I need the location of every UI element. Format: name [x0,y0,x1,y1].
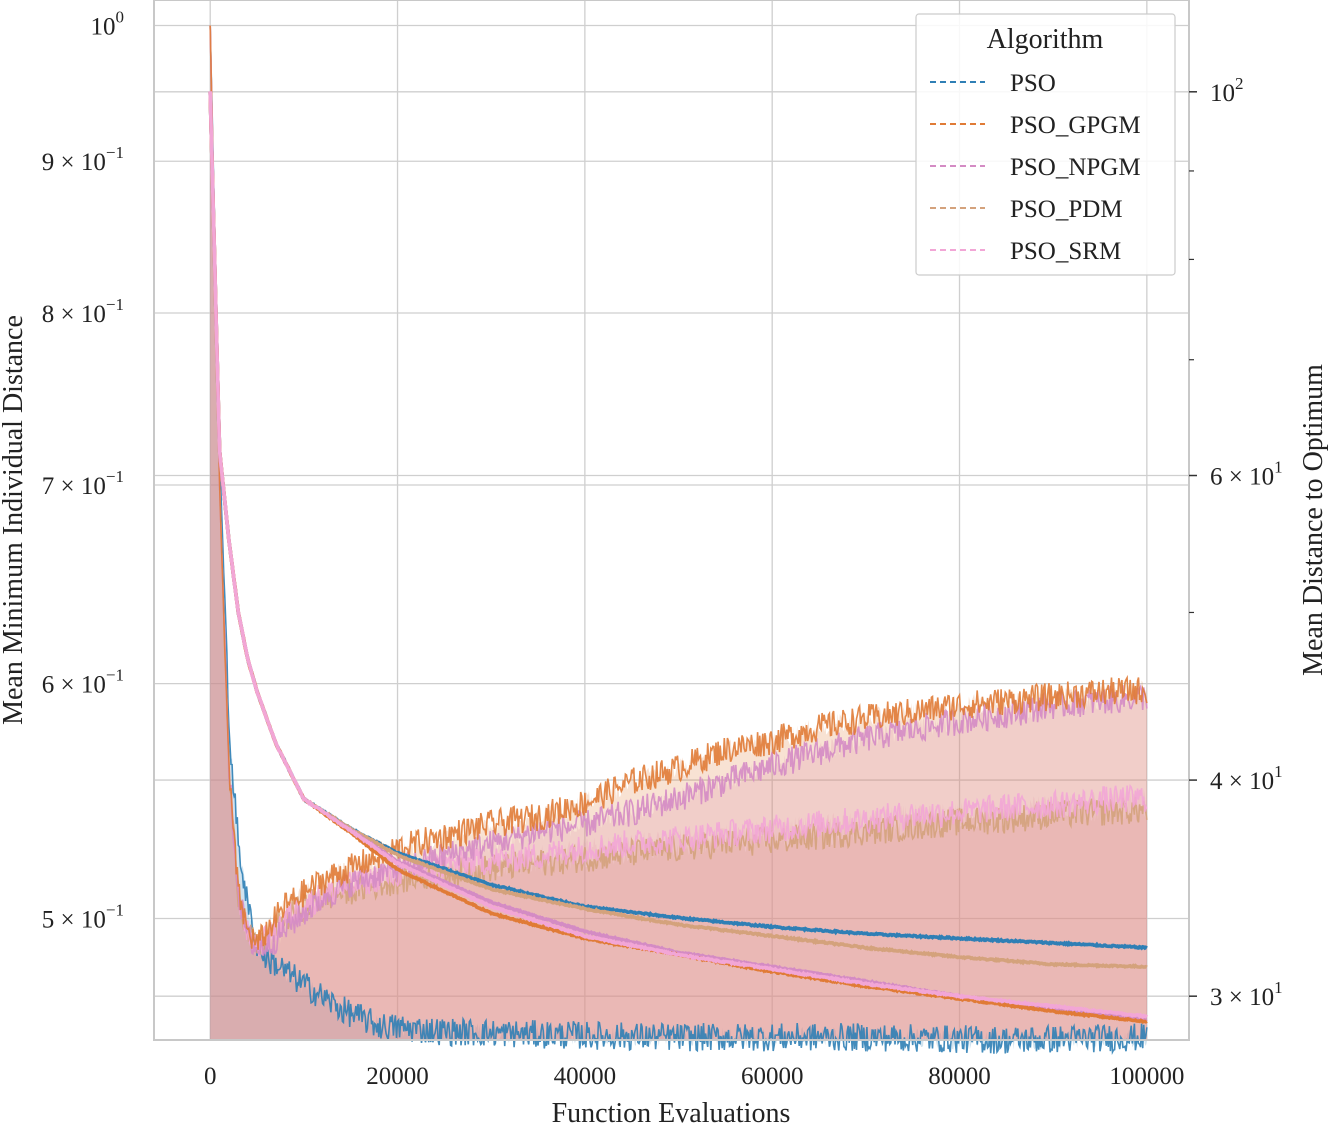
legend-title: Algorithm [987,24,1104,55]
x-tick-label: 40000 [554,1063,617,1090]
diversity-line-pso_srm [209,25,1148,957]
right-y-axis-title: Mean Distance to Optimum [1298,364,1329,676]
legend-label: PSO_NPGM [1010,154,1141,181]
legend-items: PSO PSO_GPGM PSO_NPGM PSO_PDM PSO_SRM [930,70,1141,265]
legend-entry-pso_pdm: PSO_PDM [930,196,1123,223]
legend-label: PSO [1010,70,1056,97]
left-y-tick-label: 5 × 10−1 [42,900,124,933]
right-y-axis: 102 6 × 101 4 × 101 3 × 101 [1189,74,1283,1011]
right-y-tick-label: 4 × 101 [1210,762,1283,795]
left-y-tick-label: 8 × 10−1 [42,295,124,328]
legend: Algorithm PSO PSO_GPGM PSO_NPGM PSO_PDM PSO_… [915,13,1176,276]
left-y-tick-label: 6 × 10−1 [42,666,124,699]
diversity-line-pso_npgm [209,25,1148,956]
right-y-tick-label: 3 × 101 [1210,978,1283,1011]
legend-entry-pso_npgm: PSO_NPGM [930,154,1141,181]
legend-box [915,13,1176,276]
legend-entry-pso_gpgm: PSO_GPGM [930,112,1141,139]
x-tick-label: 0 [204,1063,217,1090]
x-tick-label: 60000 [741,1063,804,1090]
distance-line-pso_srm [208,91,1149,1020]
right-y-tick-label: 6 × 101 [1210,458,1283,491]
left-y-tick-label: 7 × 10−1 [42,467,124,500]
legend-label: PSO_SRM [1010,238,1121,265]
x-tick-label: 80000 [928,1063,991,1090]
x-axis-title: Function Evaluations [552,1098,791,1129]
legend-entry-pso_srm: PSO_SRM [930,238,1121,265]
distance-line-pso_pdm [208,92,1148,970]
legend-label: PSO_GPGM [1010,112,1141,139]
left-y-tick-label: 9 × 10−1 [42,143,124,176]
x-axis: 0 20000 40000 60000 80000 100000 [204,1063,1184,1090]
x-tick-label: 20000 [366,1063,429,1090]
legend-entry-pso: PSO [930,70,1056,97]
legend-label: PSO_PDM [1010,196,1123,223]
right-y-tick-label: 102 [1210,74,1244,107]
plot-frame [153,0,1190,1041]
left-y-tick-label: 100 [91,8,125,41]
plot-border [153,0,1190,1041]
area-fill-pso_pdm [210,25,1147,1040]
grid [154,0,1189,1040]
left-y-axis-title: Mean Minimum Individual Distance [0,315,29,725]
x-tick-label: 100000 [1109,1063,1184,1090]
area-fill-pso_gpgm [210,25,1147,1040]
left-y-axis: 100 9 × 10−1 8 × 10−1 7 × 10−1 6 × 10−1 5 × 1… [42,8,124,934]
area-fill-pso_npgm [210,25,1147,1040]
diversity-line-pso_gpgm [209,25,1148,950]
